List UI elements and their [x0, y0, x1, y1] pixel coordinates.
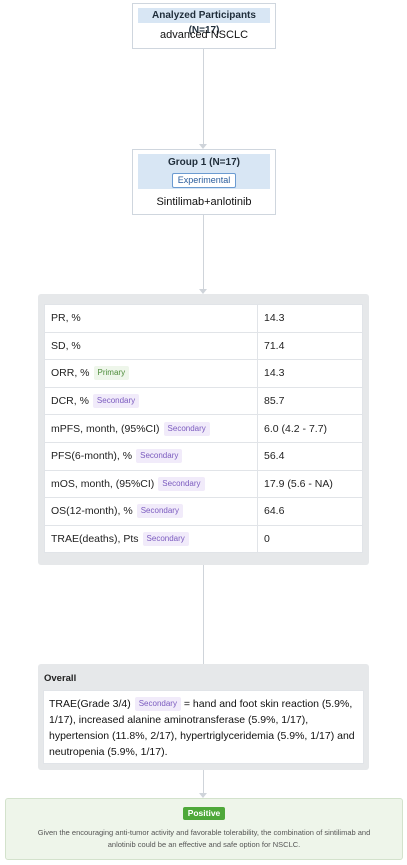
outcome-value: 0 [258, 525, 363, 553]
outcome-label: SD, % [51, 340, 81, 352]
outcome-value: 64.6 [258, 498, 363, 526]
outcome-label-cell: ORR, % Primary [45, 360, 258, 388]
outcome-badge: Primary [94, 366, 130, 380]
conclusion-text: Given the encouraging anti-tumor activit… [24, 827, 384, 851]
table-row: DCR, % Secondary 85.7 [45, 387, 363, 415]
table-row: OS(12-month), % Secondary 64.6 [45, 498, 363, 526]
table-row: SD, % 71.4 [45, 332, 363, 360]
table-row: PR, % 14.3 [45, 305, 363, 333]
overall-badge: Secondary [135, 697, 181, 711]
participants-box: Analyzed Participants (N=17) advanced NS… [132, 3, 276, 49]
outcome-badge: Secondary [158, 477, 204, 491]
outcome-badge: Secondary [93, 394, 139, 408]
outcome-label-cell: TRAE(deaths), Pts Secondary [45, 525, 258, 553]
outcome-value: 17.9 (5.6 - NA) [258, 470, 363, 498]
connector-outcomes-overall [203, 565, 204, 664]
outcome-label-cell: PR, % [45, 305, 258, 333]
outcome-label: ORR, % [51, 367, 90, 379]
conclusion-box: Positive Given the encouraging anti-tumo… [5, 798, 403, 860]
outcome-label-cell: SD, % [45, 332, 258, 360]
outcome-value: 56.4 [258, 442, 363, 470]
outcome-value: 6.0 (4.2 - 7.7) [258, 415, 363, 443]
outcome-badge: Secondary [137, 504, 183, 518]
outcome-label: PR, % [51, 312, 81, 324]
outcomes-table: PR, %14.3SD, %71.4ORR, %Primary14.3DCR, … [44, 304, 363, 553]
group-header: Group 1 (N=17) Experimental [138, 154, 270, 189]
group-tag: Experimental [172, 173, 237, 188]
outcome-label: mPFS, month, (95%CI) [51, 423, 160, 435]
outcome-value: 14.3 [258, 305, 363, 333]
table-row: ORR, % Primary 14.3 [45, 360, 363, 388]
outcome-value: 71.4 [258, 332, 363, 360]
table-row: mOS, month, (95%CI) Secondary 17.9 (5.6 - … [45, 470, 363, 498]
participants-header: Analyzed Participants (N=17) [138, 8, 270, 23]
outcome-label-cell: OS(12-month), % Secondary [45, 498, 258, 526]
outcomes-panel: PR, %14.3SD, %71.4ORR, %Primary14.3DCR, … [38, 294, 369, 565]
connector-overall-conclusion [203, 770, 204, 793]
group-box: Group 1 (N=17) Experimental Sintilimab+a… [132, 149, 276, 215]
group-title: Group 1 (N=17) [138, 154, 270, 170]
overall-label: TRAE(Grade 3/4) [49, 698, 131, 710]
overall-panel: Overall TRAE(Grade 3/4)Secondary = hand … [38, 664, 369, 770]
connector-participants-group [203, 49, 204, 144]
outcome-label-cell: PFS(6-month), % Secondary [45, 442, 258, 470]
outcome-value: 85.7 [258, 387, 363, 415]
outcome-label: TRAE(deaths), Pts [51, 533, 139, 545]
outcome-label: OS(12-month), % [51, 505, 133, 517]
outcome-label-cell: mPFS, month, (95%CI) Secondary [45, 415, 258, 443]
overall-title: Overall [44, 673, 76, 684]
outcome-badge: Secondary [136, 449, 182, 463]
outcome-label: mOS, month, (95%CI) [51, 478, 154, 490]
overall-content: TRAE(Grade 3/4)Secondary = hand and foot… [43, 690, 364, 764]
outcome-label-cell: DCR, % Secondary [45, 387, 258, 415]
table-row: PFS(6-month), % Secondary 56.4 [45, 442, 363, 470]
outcome-label: DCR, % [51, 395, 89, 407]
table-row: mPFS, month, (95%CI) Secondary 6.0 (4.2 - … [45, 415, 363, 443]
group-intervention: Sintilimab+anlotinib [133, 196, 275, 208]
outcome-value: 14.3 [258, 360, 363, 388]
outcome-badge: Secondary [164, 422, 210, 436]
table-row: TRAE(deaths), Pts Secondary 0 [45, 525, 363, 553]
conclusion-tag: Positive [183, 807, 226, 820]
outcome-label: PFS(6-month), % [51, 450, 132, 462]
outcome-label-cell: mOS, month, (95%CI) Secondary [45, 470, 258, 498]
participants-condition: advanced NSCLC [133, 29, 275, 41]
outcome-badge: Secondary [143, 532, 189, 546]
connector-group-outcomes [203, 215, 204, 289]
